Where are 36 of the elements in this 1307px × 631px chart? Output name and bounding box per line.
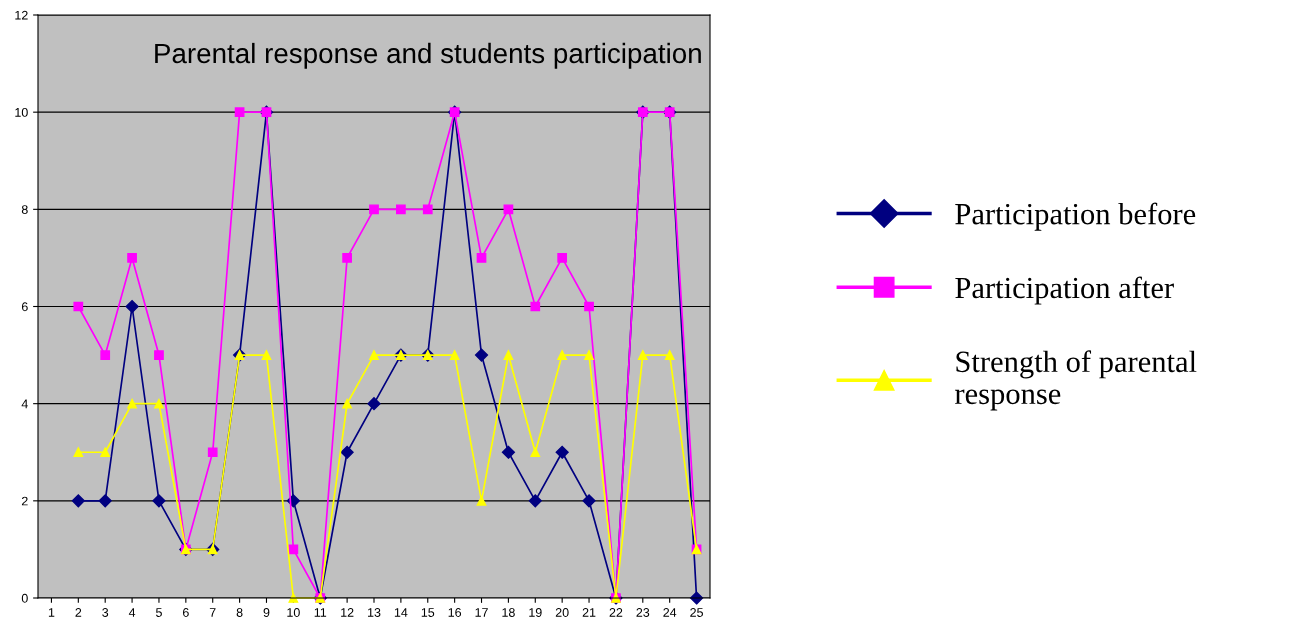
- x-tick-label: 25: [690, 608, 703, 617]
- x-tick-label: 3: [102, 608, 109, 617]
- x-tick-label: 16: [448, 608, 462, 617]
- x-tick-label: 6: [183, 608, 189, 617]
- x-tick-label: 13: [368, 608, 381, 617]
- x-tick-label: 24: [663, 608, 677, 617]
- x-tick-label: 15: [421, 608, 435, 617]
- x-tick-label: 12: [341, 608, 354, 617]
- x-tick-label: 20: [555, 608, 569, 617]
- x-tick-label: 7: [209, 608, 216, 617]
- x-tick-label: 19: [529, 608, 542, 617]
- x-tick-label: 10: [287, 608, 300, 617]
- x-tick-label: 8: [236, 608, 243, 617]
- y-tick-label: 2: [21, 496, 28, 506]
- x-tick-label: 14: [394, 608, 408, 617]
- x-tick-label: 5: [155, 608, 162, 617]
- y-tick-label: 6: [21, 302, 28, 312]
- legend-label: Strength of parental response: [955, 350, 1197, 411]
- x-tick-label: 21: [582, 608, 596, 617]
- y-tick-label: 10: [15, 107, 28, 117]
- y-tick-label: 0: [21, 593, 28, 603]
- y-tick-label: 8: [21, 205, 28, 214]
- y-tick-label: 4: [21, 399, 28, 409]
- x-tick-label: 23: [636, 608, 650, 617]
- legend-label: Participation after: [955, 276, 1174, 305]
- x-tick-label: 18: [502, 608, 515, 617]
- x-tick-label: 22: [609, 608, 623, 617]
- x-tick-label: 17: [475, 608, 488, 617]
- x-tick-label: 11: [314, 608, 327, 617]
- text: Parental response and students participation: [155, 42, 701, 69]
- x-tick-label: 1: [48, 608, 55, 617]
- x-tick-label: 9: [263, 608, 270, 617]
- legend-label: Participation before: [955, 202, 1196, 231]
- x-tick-label: 2: [75, 608, 82, 617]
- x-tick-label: 4: [128, 608, 136, 617]
- y-tick-label: 12: [15, 10, 28, 20]
